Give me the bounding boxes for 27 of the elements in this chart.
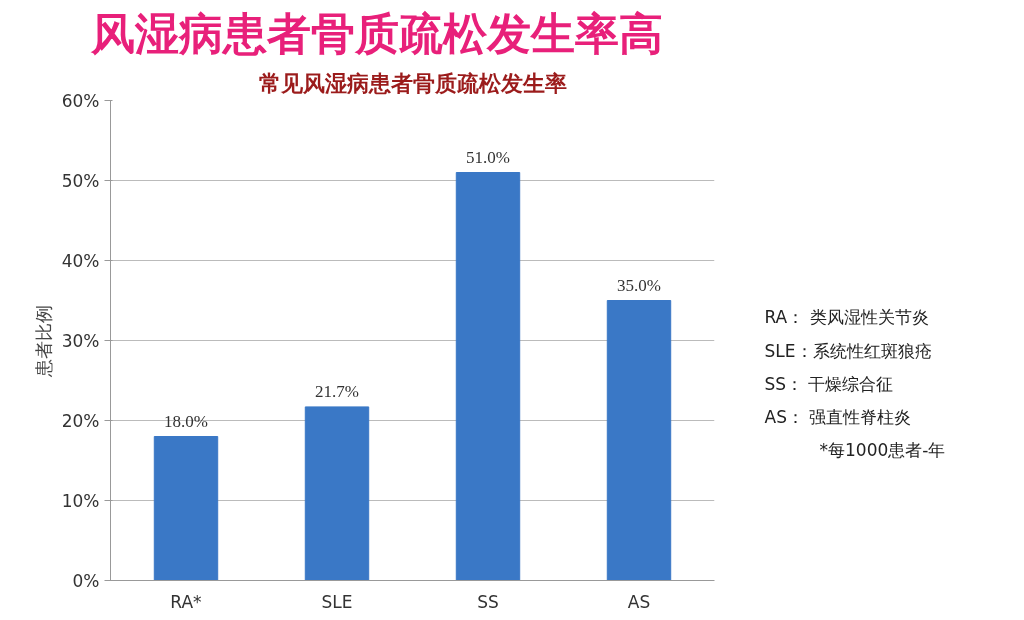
y-axis-title: 患者比例 (32, 304, 54, 378)
y-tick-label: 30% (61, 330, 100, 351)
x-tick-label: RA* (170, 591, 202, 612)
y-tick-label: 50% (61, 170, 100, 191)
bar (455, 172, 521, 581)
text: *每1000患者-年 (819, 440, 946, 461)
text: RA： 类风湿性关节炎 (764, 307, 929, 328)
text: SS： 干燥综合征 (764, 373, 894, 394)
x-tick-label: SLE (321, 591, 353, 612)
y-tick-label: 40% (61, 250, 100, 271)
bar (606, 300, 672, 581)
data-label: 35.0% (617, 275, 661, 295)
data-label: 18.0% (164, 411, 208, 431)
y-tick-label: 20% (61, 410, 100, 431)
text: AS： 强直性脊柱炎 (764, 407, 912, 428)
y-tick-label: 10% (61, 490, 100, 511)
data-label: 51.0% (466, 147, 510, 167)
chart-title: 风湿病患者骨质疏松发生率高 (89, 7, 663, 59)
chart-subtitle: 常见风湿病患者骨质疏松发生率 (258, 70, 567, 96)
y-tick-label: 0% (72, 570, 100, 591)
text: SLE：系统性红斑狼疮 (764, 340, 932, 361)
y-tick-label: 60% (61, 90, 100, 111)
x-tick-label: AS (627, 591, 651, 612)
data-label: 21.7% (315, 381, 359, 401)
bar (153, 436, 219, 581)
bar (304, 406, 370, 581)
x-tick-label: SS (477, 591, 499, 612)
